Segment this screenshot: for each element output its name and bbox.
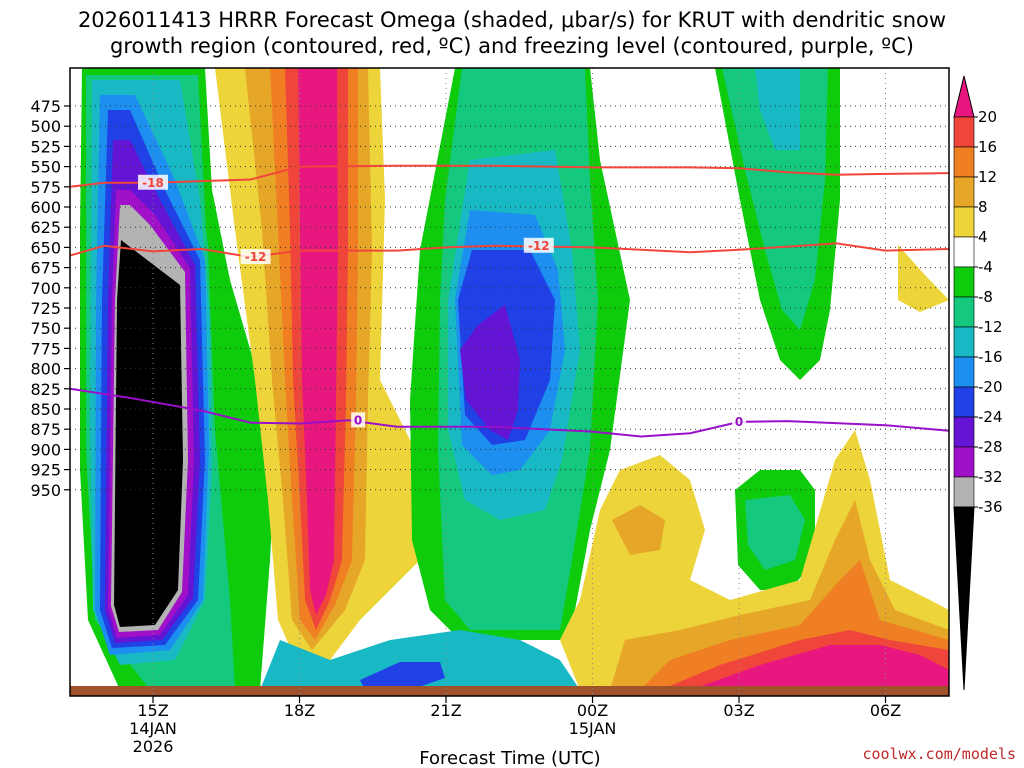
colorbar-segment [953,416,975,448]
y-tick-label: 850 [30,400,61,419]
colorbar-label: -28 [978,438,1003,456]
omega-fill-18z-pink [298,68,338,615]
colorbar-label: 16 [978,138,997,156]
x-tick-label: 00Z [577,701,608,720]
omega-fill-right-gold-blob [612,505,665,555]
y-tick-label: 800 [30,360,61,379]
y-tick-label: 675 [30,259,61,278]
colorbar-top-arrow [953,75,975,118]
omega-fill-green-sliver [208,250,270,690]
colorbar-label: -24 [978,408,1003,426]
omega-shading [70,68,949,696]
omega-fill-21z-purple [460,305,520,440]
colorbar-segment [953,446,975,478]
y-tick-label: 550 [30,158,61,177]
contour-label-freezing-level: 0 [735,415,743,429]
colorbar-segment [953,236,975,268]
colorbar-segment [953,116,975,148]
colorbar-segment [953,296,975,328]
colorbar-label: -8 [978,288,993,306]
colorbar-segment [953,386,975,418]
x-tick-label: 21Z [430,701,461,720]
y-tick-label: 650 [30,238,61,257]
colorbar-segment [953,266,975,298]
ground-strip [70,686,949,696]
contour-label-dgz-bottom: -12 [245,250,267,264]
contour-label-bg [138,174,169,190]
x-tick-label: 03Z [723,701,754,720]
x-axis-label: Forecast Time (UTC) [419,748,600,768]
y-tick-label: 475 [30,97,61,116]
y-tick-label: 875 [30,420,61,439]
contour-label-freezing-level: 0 [354,413,362,427]
contour-label-bg [523,237,554,253]
contour-dgz-bottom [70,242,949,259]
contour-label-bg [240,249,271,265]
colorbar-label: -20 [978,378,1003,396]
y-tick-label: 575 [30,178,61,197]
x-tick-label: 2026 [133,737,174,756]
colorbar-label: 12 [978,168,997,186]
y-tick-label: 775 [30,339,61,358]
contour-label-dgz-bottom: -12 [528,239,550,253]
y-tick-label: 625 [30,218,61,237]
y-tick-label: 900 [30,440,61,459]
x-tick-label: 15JAN [569,719,617,738]
colorbar-label: -32 [978,468,1003,486]
omega-fill-03z-teal [722,68,828,330]
chart-title-line2: growth region (contoured, red, ºC) and f… [110,34,914,58]
y-tick-label: 825 [30,380,61,399]
colorbar-label: -16 [978,348,1003,366]
colorbar-label: -12 [978,318,1003,336]
colorbar-segment [953,476,975,508]
colorbar-bottom-arrow [953,506,975,691]
y-tick-label: 500 [30,117,61,136]
colorbar-label: 8 [978,198,988,216]
colorbar-segment [953,206,975,238]
contour-labels: -18 -12 -12 0 0 [138,174,747,429]
omega-fill-800-teal [745,495,805,570]
y-tick-label: 750 [30,319,61,338]
x-tick-label: 15Z [137,701,168,720]
y-tick-label: 925 [30,461,61,480]
omega-fill-low-blue [360,662,445,690]
contour-label-dgz-top: -18 [142,176,164,190]
colorbar-segment [953,146,975,178]
contour-freezing-level [70,387,949,438]
colorbar: 20 16 12 8 4 -4 -8 -12 -16 -20 -24 -28 -32 -36 [953,75,1003,691]
contour-lines [70,164,949,438]
colorbar-label: -36 [978,498,1003,516]
y-tick-label: 600 [30,198,61,217]
omega-fill-left-black [114,240,183,627]
contour-label-bg [351,412,366,428]
colorbar-segment [953,326,975,358]
colorbar-segment [953,356,975,388]
y-tick-label: 725 [30,299,61,318]
omega-fill-right-yellow-top [898,245,949,312]
omega-fill-03z-cyan [755,68,800,150]
colorbar-label: 20 [978,108,997,126]
x-tick-label: 18Z [284,701,315,720]
colorbar-segment [953,176,975,208]
plot-frame [69,67,950,697]
credit-text: coolwx.com/models [862,745,1016,763]
x-tick-label: 06Z [870,701,901,720]
y-tick-label: 700 [30,279,61,298]
x-tick-label: 14JAN [129,719,177,738]
y-tick-label: 950 [30,481,61,500]
chart-title-line1: 2026011413 HRRR Forecast Omega (shaded, … [78,8,946,32]
omega-fill-right-pink [690,645,949,690]
y-tick-label: 525 [30,137,61,156]
omega-fill-low-cyan [260,630,580,690]
contour-label-bg [732,413,747,429]
contour-dgz-top [70,164,949,188]
colorbar-label: -4 [978,258,993,276]
colorbar-label: 4 [978,228,988,246]
